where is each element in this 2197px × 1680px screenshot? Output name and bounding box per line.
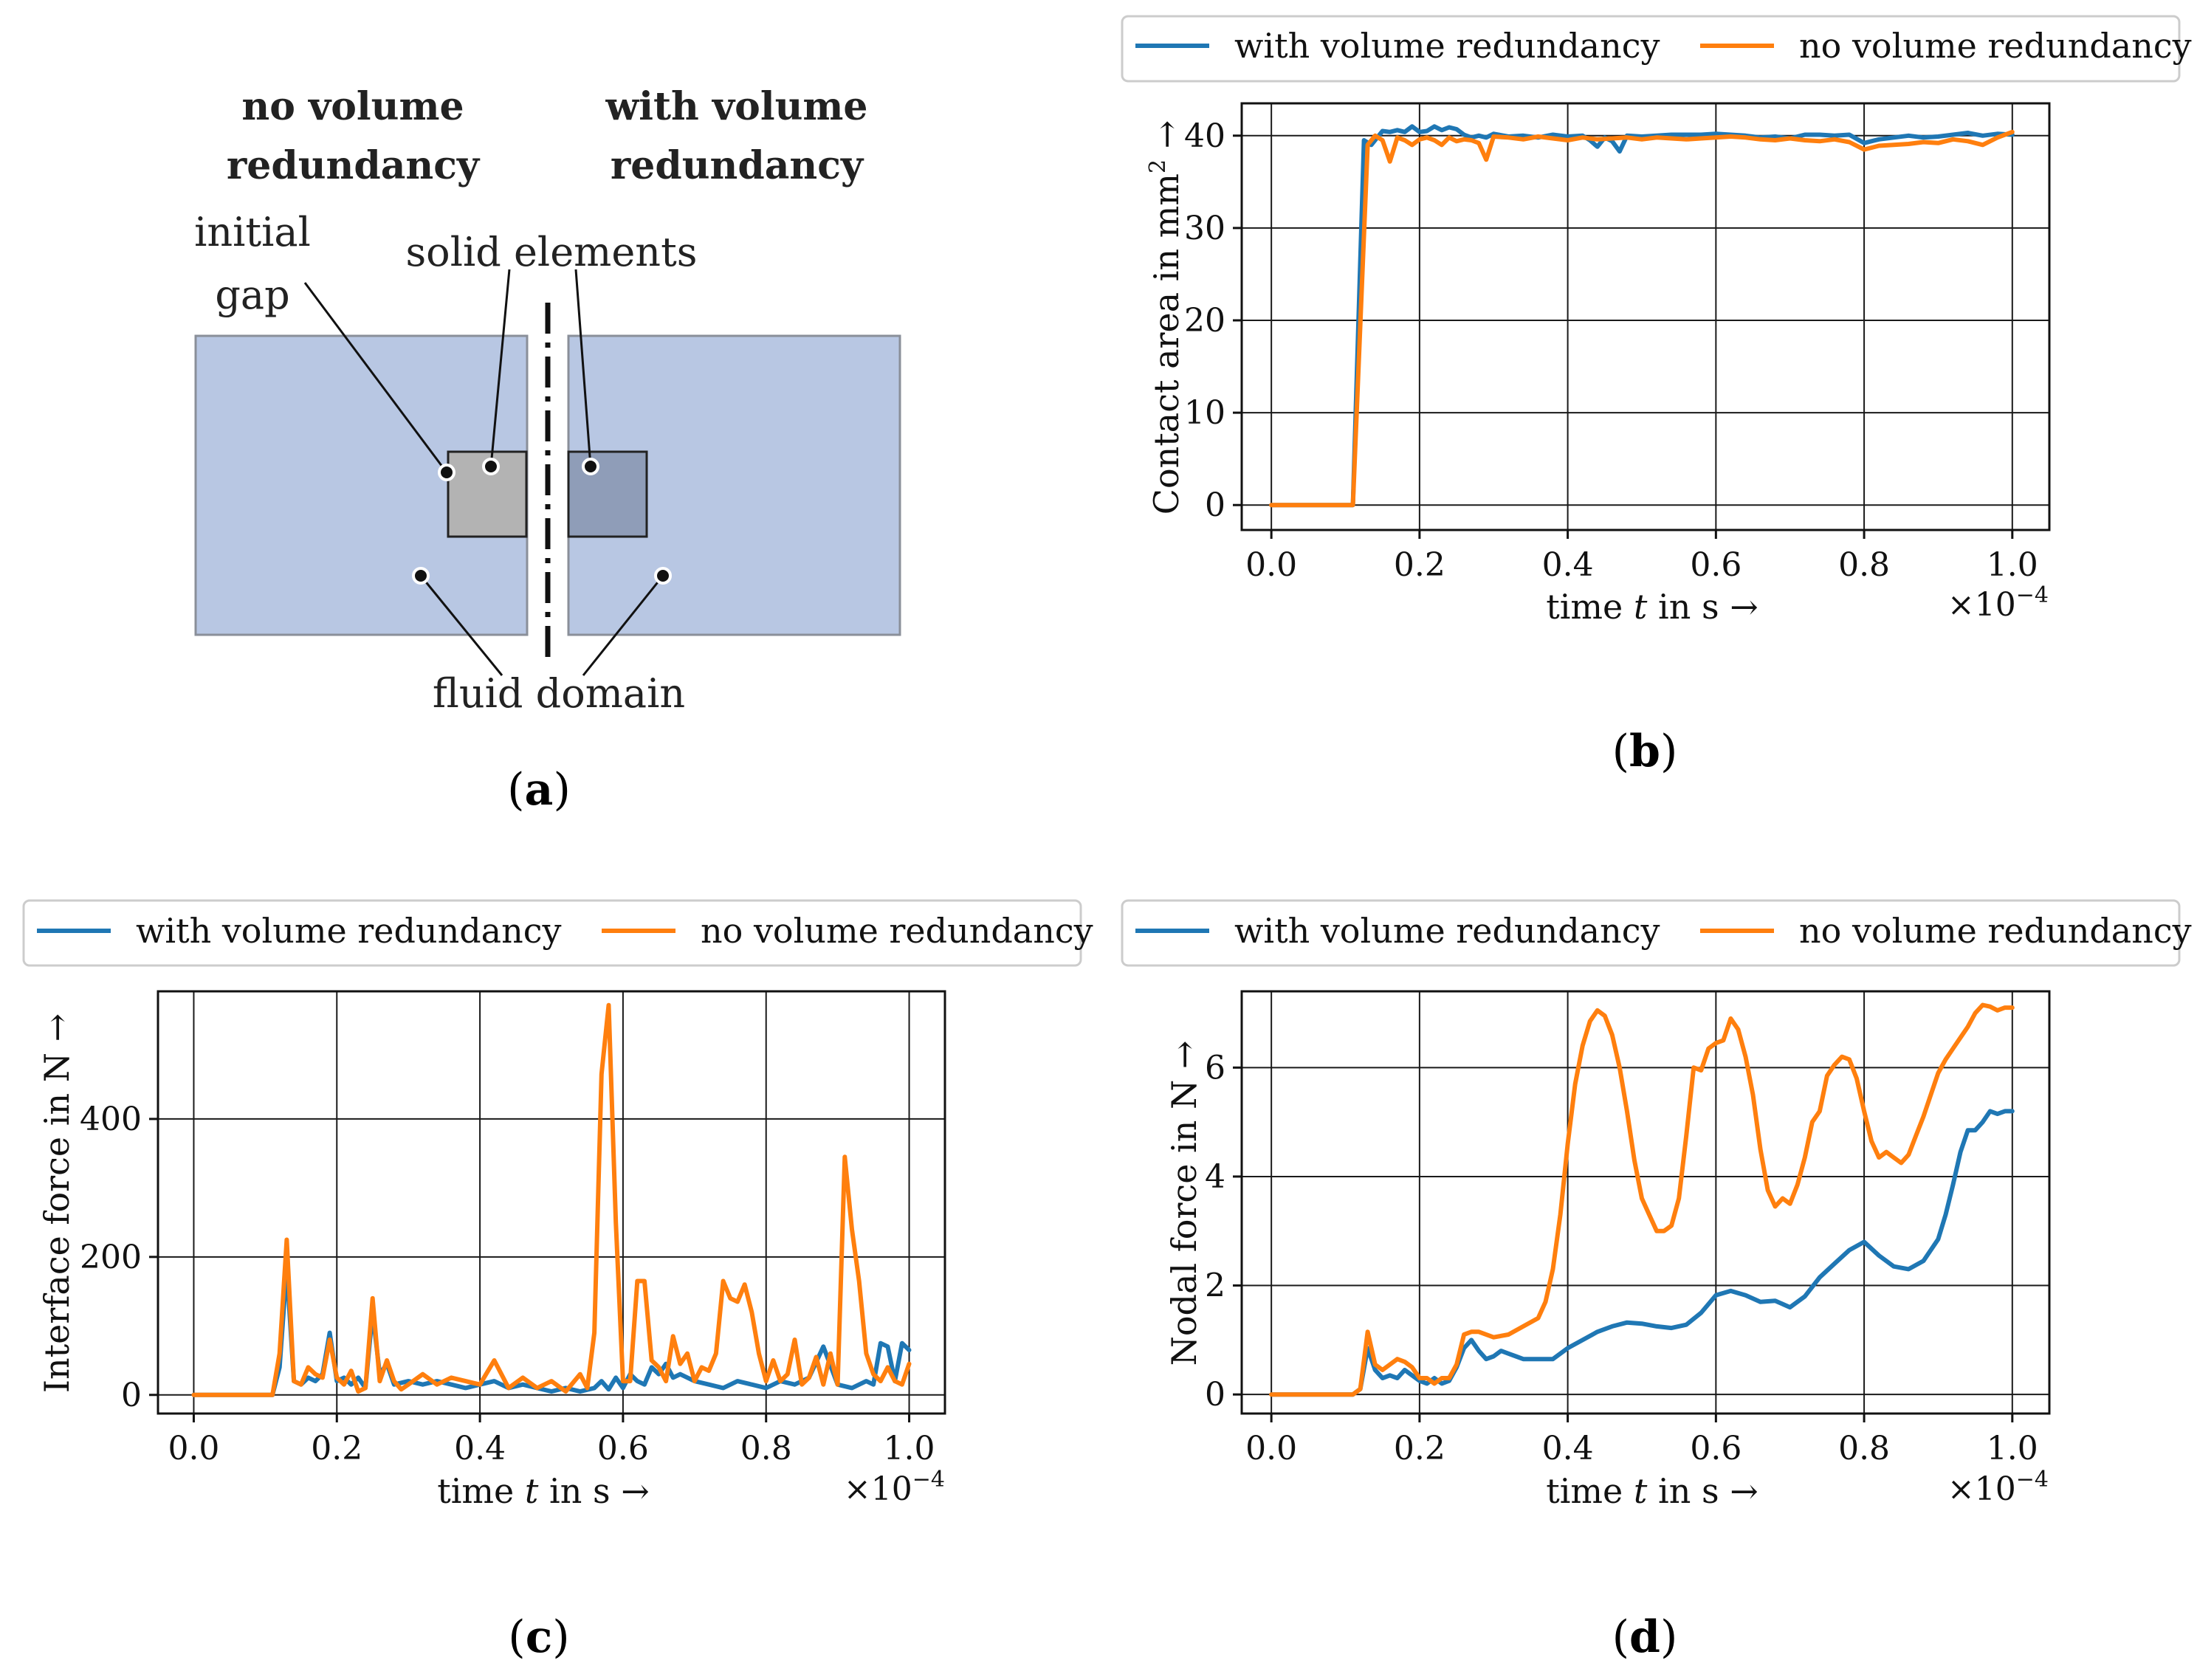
series-line-no-volume-redundancy: [1269, 129, 2015, 508]
y-tick-label: 0: [121, 1377, 142, 1414]
x-multiplier-d: ×10−4: [1947, 1467, 2049, 1508]
leader-fluid-right: [582, 575, 664, 676]
x-tick-label: 0.2: [311, 1430, 362, 1467]
x-tick-label: 1.0: [1987, 1430, 2038, 1467]
dot-solid-right: [582, 458, 599, 475]
x-tick-label: 0.4: [1542, 1430, 1594, 1467]
x-tick-label: 0.0: [1245, 1430, 1297, 1467]
caption-d: (d): [1612, 1611, 1678, 1663]
x-tick-label: 0.2: [1394, 1430, 1445, 1467]
x-multiplier-c: ×10−4: [844, 1467, 945, 1508]
series-line-with-volume-redundancy: [1269, 124, 2015, 508]
y-axis-label-d: Nodal force in N →: [1164, 1041, 1204, 1366]
x-tick-label: 0.6: [1690, 546, 1742, 584]
x-tick-label: 1.0: [1987, 546, 2038, 584]
x-multiplier-b: ×10−4: [1947, 582, 2049, 624]
caption-b: (b): [1612, 726, 1678, 777]
caption-c: (c): [508, 1611, 569, 1663]
heading-left-line2: redundancy: [227, 143, 481, 188]
x-tick-label: 0.4: [454, 1430, 506, 1467]
y-tick-label: 10: [1184, 394, 1225, 432]
y-tick-label: 40: [1184, 117, 1225, 155]
dot-initial-gap: [438, 464, 455, 481]
x-tick-label: 0.8: [740, 1430, 792, 1467]
plot-area-c: [157, 990, 946, 1415]
x-tick-label: 0.0: [168, 1430, 219, 1467]
y-ticks-d: 0 2 4 6: [1205, 1049, 1242, 1414]
leader-initial-gap: [303, 282, 448, 473]
series-line-no-volume-redundancy: [191, 1002, 912, 1397]
x-tick-label: 0.6: [1690, 1430, 1742, 1467]
y-tick-label: 4: [1205, 1158, 1225, 1196]
y-tick-label: 200: [80, 1239, 142, 1276]
leader-solid-right: [574, 269, 592, 467]
plot-area-d: [1240, 990, 2051, 1415]
panel-b-contact-area: with volume redundancy no volume redunda…: [1121, 15, 2192, 777]
legend-box: [1121, 15, 2181, 83]
label-initial: initial: [194, 209, 311, 255]
x-axis-label-c: time t in s →: [437, 1471, 650, 1511]
legend-label-without: no volume redundancy: [701, 911, 1093, 951]
x-tick-label: 0.0: [1245, 546, 1297, 584]
y-tick-label: 30: [1184, 210, 1225, 247]
dot-solid-left: [482, 458, 500, 475]
heading-right-line2: redundancy: [611, 143, 864, 188]
legend-label-without: no volume redundancy: [1799, 911, 2192, 951]
series-d: [1269, 1002, 2015, 1397]
x-tick-label: 1.0: [884, 1430, 935, 1467]
panel-c-interface-force: with volume redundancy no volume redunda…: [22, 899, 1093, 1663]
x-tick-label: 0.6: [597, 1430, 649, 1467]
x-tick-label: 0.8: [1838, 546, 1890, 584]
y-tick-label: 20: [1184, 302, 1225, 340]
y-ticks-c: 0 200 400: [80, 1101, 158, 1414]
legend-label-with: with volume redundancy: [136, 911, 561, 951]
legend-box: [22, 899, 1082, 967]
x-ticks-b: 0.0 0.2 0.4 0.6 0.8 1.0: [1245, 530, 2038, 584]
y-ticks-b: 0 10 20 30 40: [1184, 117, 1242, 524]
dot-fluid-left: [412, 567, 430, 585]
y-tick-label: 0: [1205, 486, 1225, 524]
legend-label-with: with volume redundancy: [1234, 26, 1660, 66]
leader-fluid-left: [419, 575, 503, 676]
y-tick-label: 0: [1205, 1376, 1225, 1414]
y-tick-label: 6: [1205, 1049, 1225, 1087]
label-fluid-domain: fluid domain: [433, 670, 685, 717]
caption-a: (a): [507, 764, 571, 816]
series-line-no-volume-redundancy: [1269, 1002, 2015, 1397]
y-axis-label-c: Interface force in N →: [37, 1013, 77, 1393]
panel-d-nodal-force: with volume redundancy no volume redunda…: [1121, 899, 2192, 1663]
heading-right-line1: with volume: [605, 84, 867, 129]
x-tick-label: 0.8: [1838, 1430, 1890, 1467]
legend-label-without: no volume redundancy: [1799, 26, 2192, 66]
grid-d: [1242, 991, 2049, 1414]
dot-fluid-right: [654, 567, 672, 585]
label-solid-elements: solid elements: [405, 229, 697, 275]
x-tick-label: 0.2: [1394, 546, 1445, 584]
legend-box: [1121, 899, 2181, 967]
y-axis-label-b: Contact area in mm2 →: [1145, 120, 1186, 514]
y-tick-label: 400: [80, 1101, 142, 1138]
series-line-with-volume-redundancy: [1269, 1109, 2015, 1397]
x-ticks-d: 0.0 0.2 0.4 0.6 0.8 1.0: [1245, 1414, 2038, 1467]
solid-element-right: [567, 450, 648, 538]
x-tick-label: 0.4: [1542, 546, 1594, 584]
legend-label-with: with volume redundancy: [1234, 911, 1660, 951]
label-gap: gap: [215, 272, 289, 318]
series-b: [1269, 124, 2015, 508]
heading-left-line1: no volume: [241, 84, 464, 129]
y-tick-label: 2: [1205, 1267, 1225, 1305]
leader-solid-left: [489, 269, 511, 467]
panel-a-diagram: no volume redundancy with volume redunda…: [194, 84, 901, 816]
series-c: [191, 1002, 912, 1397]
plot-area-b: [1240, 102, 2051, 531]
x-axis-label-b: time t in s →: [1546, 587, 1758, 627]
x-ticks-c: 0.0 0.2 0.4 0.6 0.8 1.0: [168, 1414, 935, 1467]
x-axis-label-d: time t in s →: [1546, 1471, 1758, 1511]
